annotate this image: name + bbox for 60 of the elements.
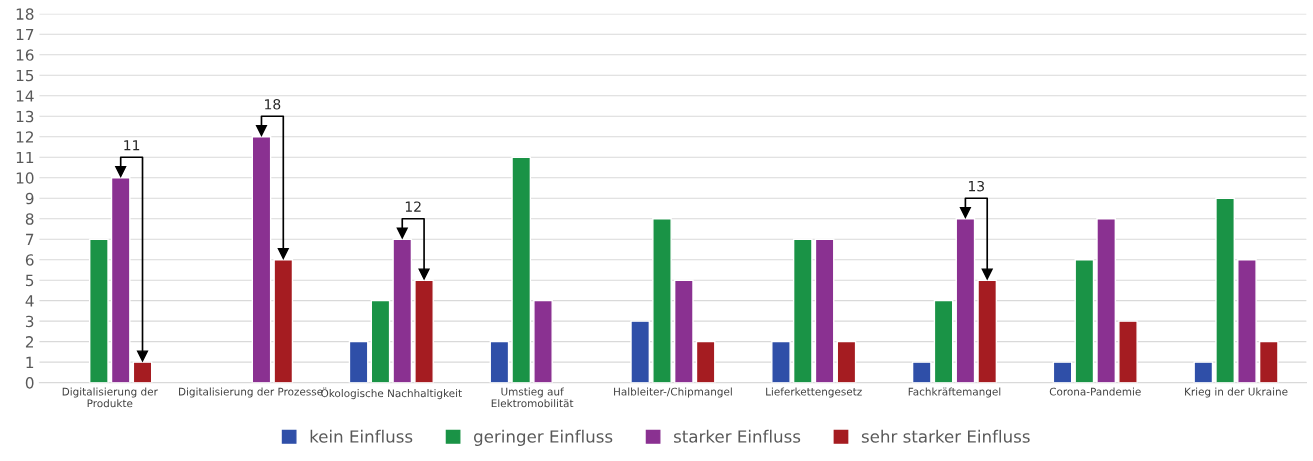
y-tick-label: 14 (16, 90, 34, 102)
bar (652, 218, 672, 383)
x-tick-label: Lieferkettengesetz (766, 387, 862, 398)
bar (1215, 197, 1235, 383)
y-tick-label: 13 (16, 110, 34, 123)
bar (1193, 361, 1214, 383)
bar (630, 320, 651, 383)
bar (348, 340, 369, 383)
x-tick-label: Fachkräftemangel (908, 387, 1001, 398)
bar (511, 156, 532, 383)
y-tick-label: 17 (16, 28, 34, 41)
bar (933, 299, 954, 383)
y-tick-label: 18 (16, 8, 34, 20)
bar (1258, 340, 1279, 383)
bar (792, 238, 813, 383)
y-tick-label: 1 (26, 356, 34, 368)
legend-label: geringer Einfluss (474, 429, 613, 446)
y-tick-label: 6 (25, 254, 34, 266)
x-tick-label: Umstieg auf Elektromobilität (491, 387, 574, 408)
y-tick-label: 8 (25, 213, 34, 225)
bar (695, 340, 716, 383)
annotation: 12 (405, 201, 421, 212)
y-tick-label: 11 (16, 151, 34, 164)
bar (1052, 361, 1073, 383)
x-tick-label: Ökologische Nachhaltigkeit (321, 387, 462, 400)
bar (771, 340, 791, 383)
bar (1074, 259, 1095, 383)
y-tick-label: 0 (25, 377, 34, 389)
x-tick-label: Digitalisierung der Produkte (62, 387, 158, 408)
bar (911, 361, 932, 383)
bar (1096, 218, 1117, 383)
bar (673, 279, 694, 383)
bar (489, 340, 510, 383)
bar (836, 340, 857, 383)
bar (89, 238, 109, 383)
x-tick-label: Halbleiter-/Chipmangel (614, 387, 732, 398)
y-tick-label: 2 (25, 336, 33, 348)
legend-label: sehr starker Einfluss (861, 429, 1030, 443)
x-tick-label: Krieg in der Ukraine (1185, 387, 1288, 398)
y-tick-label: 3 (25, 315, 34, 328)
y-tick-label: 7 (26, 233, 34, 246)
annotation: 13 (968, 180, 985, 192)
legend-label: starker Einfluss (674, 429, 801, 443)
y-tick-label: 16 (16, 49, 34, 61)
y-tick-label: 9 (25, 192, 34, 205)
bar (814, 238, 835, 383)
x-tick-label: Corona-Pandemie (1049, 387, 1141, 396)
annotation: 11 (124, 140, 140, 151)
y-tick-label: 10 (16, 172, 34, 184)
bar (533, 299, 553, 383)
bar (370, 299, 391, 383)
bar (1118, 320, 1138, 383)
bar (1237, 259, 1257, 383)
y-tick-label: 5 (25, 274, 34, 287)
x-tick-label: Digitalisierung der Prozesse (179, 387, 323, 398)
y-tick-label: 15 (16, 69, 34, 82)
annotation: 18 (265, 98, 281, 110)
legend-label: kein Einfluss (310, 429, 413, 443)
y-tick-label: 4 (25, 295, 34, 307)
y-tick-label: 12 (16, 131, 33, 143)
